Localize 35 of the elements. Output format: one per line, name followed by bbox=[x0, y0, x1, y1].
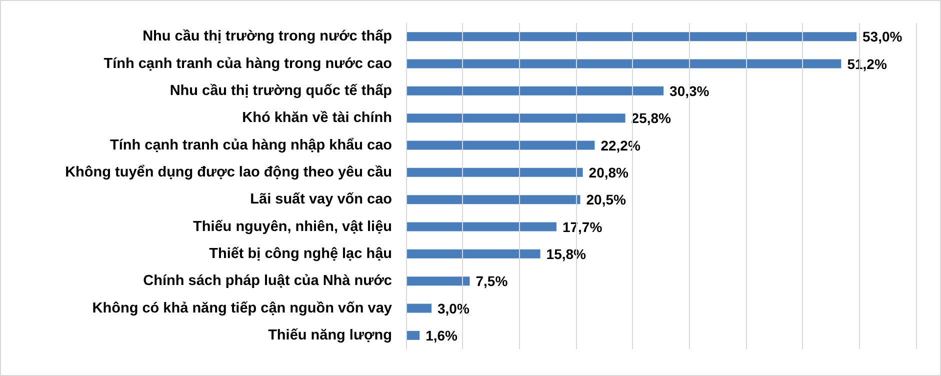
data-label: 22,2% bbox=[600, 137, 641, 154]
bar bbox=[406, 114, 626, 123]
y-tick-label: Chính sách pháp luật của Nhà nước bbox=[143, 273, 392, 290]
data-label: 20,8% bbox=[588, 164, 630, 180]
bar bbox=[406, 32, 856, 42]
data-label: 53,0% bbox=[862, 28, 903, 45]
data-label: 30,3% bbox=[670, 82, 710, 99]
y-tick-label: Không có khả năng tiếp cận nguồn vốn vay bbox=[92, 300, 392, 316]
y-tick-label: Nhu cầu thị trường quốc tế thấp bbox=[170, 82, 392, 99]
bar bbox=[406, 195, 580, 204]
data-label: 17,7% bbox=[562, 218, 603, 235]
y-tick-label: Thiếu năng lượng bbox=[268, 327, 392, 344]
y-tick-label: Thiếu nguyên, nhiên, vật liệu bbox=[193, 218, 392, 235]
data-label: 25,8% bbox=[631, 110, 672, 126]
y-tick-label: Lãi suất vay vốn cao bbox=[250, 192, 392, 208]
y-tick-label: Tính cạnh tranh của hàng nhập khẩu cao bbox=[110, 137, 392, 154]
bar bbox=[406, 330, 420, 340]
bar bbox=[406, 59, 842, 68]
data-label: 1,6% bbox=[426, 327, 458, 344]
y-tick-label: Không tuyển dụng được lao động theo yêu cầu bbox=[65, 164, 392, 180]
data-label: 3,0% bbox=[438, 300, 470, 316]
bar bbox=[406, 140, 595, 150]
y-tick-label: Nhu cầu thị trường trong nước thấp bbox=[142, 28, 392, 45]
y-tick-label: Tính cạnh tranh của hàng trong nước cao bbox=[104, 56, 392, 72]
data-label: 15,8% bbox=[546, 246, 587, 262]
y-tick-label: Khó khăn về tài chính bbox=[242, 110, 392, 126]
data-label: 7,5% bbox=[476, 273, 508, 290]
bar bbox=[406, 86, 664, 96]
data-label: 20,5% bbox=[586, 192, 626, 208]
bar bbox=[406, 276, 470, 286]
bar bbox=[406, 249, 540, 258]
y-tick-label: Thiết bị công nghệ lạc hậu bbox=[209, 246, 392, 262]
bar bbox=[406, 222, 556, 232]
bar bbox=[406, 168, 583, 177]
bar bbox=[406, 304, 432, 313]
